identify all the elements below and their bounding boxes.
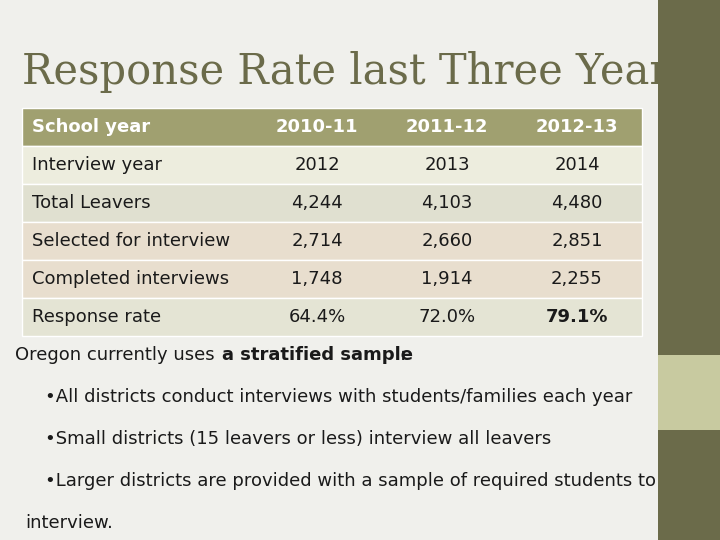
Bar: [658, 355, 720, 430]
Text: 2010-11: 2010-11: [276, 118, 359, 136]
Text: 79.1%: 79.1%: [546, 308, 608, 326]
Text: •Larger districts are provided with a sample of required students to: •Larger districts are provided with a sa…: [45, 472, 656, 490]
Text: 2,851: 2,851: [552, 232, 603, 250]
Text: 2012-13: 2012-13: [536, 118, 618, 136]
Text: 4,480: 4,480: [552, 194, 603, 212]
Text: Response rate: Response rate: [32, 308, 161, 326]
Text: School year: School year: [32, 118, 150, 136]
Bar: [22, 222, 642, 260]
Text: 2012: 2012: [294, 156, 340, 174]
Text: Response Rate last Three Years: Response Rate last Three Years: [22, 51, 690, 93]
Text: a stratified sample: a stratified sample: [222, 346, 413, 364]
Text: 2014: 2014: [554, 156, 600, 174]
Text: 64.4%: 64.4%: [289, 308, 346, 326]
Text: 4,244: 4,244: [291, 194, 343, 212]
Bar: [22, 184, 642, 222]
Text: Completed interviews: Completed interviews: [32, 270, 229, 288]
Text: 2,660: 2,660: [421, 232, 472, 250]
Text: •All districts conduct interviews with students/families each year: •All districts conduct interviews with s…: [45, 388, 632, 406]
Text: 2011-12: 2011-12: [406, 118, 488, 136]
Bar: [22, 108, 642, 146]
Text: 2,714: 2,714: [291, 232, 343, 250]
Text: Oregon currently uses: Oregon currently uses: [15, 346, 220, 364]
Bar: [22, 260, 642, 298]
Text: 1,914: 1,914: [421, 270, 473, 288]
Bar: [658, 430, 720, 540]
Text: 2,255: 2,255: [551, 270, 603, 288]
Text: Interview year: Interview year: [32, 156, 162, 174]
Bar: [22, 146, 642, 184]
Text: interview.: interview.: [25, 514, 113, 532]
Text: 4,103: 4,103: [421, 194, 473, 212]
Text: Selected for interview: Selected for interview: [32, 232, 230, 250]
Text: 72.0%: 72.0%: [418, 308, 476, 326]
Bar: [658, 0, 720, 355]
Text: 1,748: 1,748: [292, 270, 343, 288]
Bar: [22, 298, 642, 336]
Text: •Small districts (15 leavers or less) interview all leavers: •Small districts (15 leavers or less) in…: [45, 430, 552, 448]
Text: Total Leavers: Total Leavers: [32, 194, 150, 212]
Text: 2013: 2013: [424, 156, 470, 174]
Text: :: :: [400, 346, 406, 364]
